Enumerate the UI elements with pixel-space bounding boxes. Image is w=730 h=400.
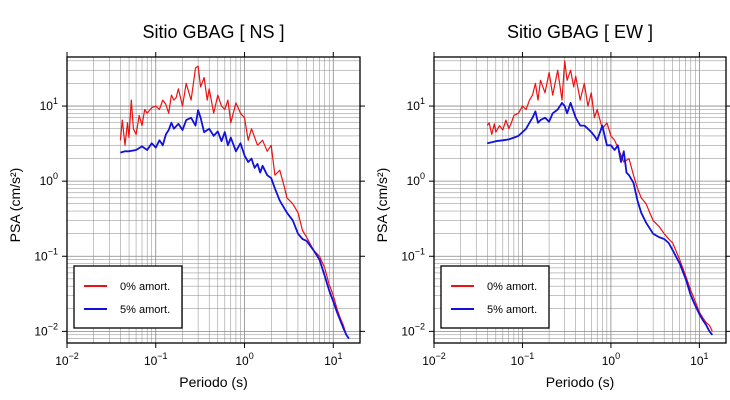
y-tick-base: 10 (40, 99, 54, 113)
x-tick-base: 10 (422, 354, 436, 368)
y-tick-exponent: −2 (48, 321, 58, 331)
x-tick-base: 10 (235, 354, 249, 368)
y-tick-label: 101 (407, 96, 425, 113)
y-tick-base: 10 (34, 324, 48, 338)
x-tick-exponent: −2 (69, 351, 79, 361)
y-tick-label: 10−1 (401, 246, 425, 263)
y-tick-base: 10 (40, 174, 54, 188)
x-tick-base: 10 (55, 354, 69, 368)
x-tick-label: 100 (235, 351, 253, 368)
x-tick-exponent: 1 (337, 351, 342, 361)
x-tick-base: 10 (511, 354, 525, 368)
x-tick-label: 101 (690, 351, 708, 368)
y-tick-base: 10 (34, 249, 48, 263)
legend-label: 0% amort. (487, 281, 537, 293)
y-tick-label: 100 (40, 171, 58, 188)
x-tick-label: 101 (324, 351, 342, 368)
x-tick-exponent: −1 (524, 351, 534, 361)
y-tick-base: 10 (407, 99, 421, 113)
y-tick-label: 10−1 (34, 246, 58, 263)
y-axis-label: PSA (cm/s²) (374, 168, 390, 243)
y-tick-exponent: 0 (53, 171, 58, 181)
x-tick-base: 10 (690, 354, 704, 368)
x-tick-exponent: −1 (157, 351, 167, 361)
legend-label: 0% amort. (120, 281, 170, 293)
y-tick-base: 10 (407, 174, 421, 188)
series-line-damp5 (487, 102, 713, 336)
plot-frame (433, 56, 727, 344)
y-tick-label: 100 (407, 171, 425, 188)
x-tick-exponent: 0 (249, 351, 254, 361)
legend: 0% amort. 5% amort. (73, 265, 183, 329)
y-tick-base: 10 (401, 324, 415, 338)
x-axis-label: Periodo (s) (546, 374, 614, 390)
series-line-damp0 (119, 65, 347, 335)
legend-label: 5% amort. (487, 304, 537, 316)
y-tick-exponent: −2 (415, 321, 425, 331)
y-axis-label: PSA (cm/s²) (7, 168, 23, 243)
x-tick-exponent: −2 (436, 351, 446, 361)
x-tick-label: 10−2 (422, 351, 446, 368)
y-tick-exponent: −1 (48, 246, 58, 256)
x-tick-exponent: 1 (704, 351, 709, 361)
x-tick-base: 10 (324, 354, 338, 368)
y-tick-base: 10 (401, 249, 415, 263)
y-tick-exponent: 0 (420, 171, 425, 181)
chart-title: Sitio GBAG [ EW ] (507, 22, 653, 42)
x-axis-label: Periodo (s) (179, 374, 247, 390)
x-tick-base: 10 (144, 354, 158, 368)
series-line-damp5 (120, 109, 350, 340)
y-tick-label: 101 (40, 96, 58, 113)
y-tick-exponent: 1 (420, 96, 425, 106)
plot-frame (66, 56, 361, 344)
legend: 0% amort. 5% amort. (440, 265, 550, 329)
grid (66, 57, 361, 344)
y-tick-exponent: 1 (53, 96, 58, 106)
x-tick-label: 100 (602, 351, 620, 368)
y-tick-exponent: −1 (415, 246, 425, 256)
x-tick-label: 10−1 (511, 351, 535, 368)
chart-title: Sitio GBAG [ NS ] (142, 22, 284, 42)
x-tick-label: 10−1 (144, 351, 168, 368)
legend-label: 5% amort. (120, 304, 170, 316)
x-tick-base: 10 (602, 354, 616, 368)
y-tick-label: 10−2 (34, 321, 58, 338)
series-line-damp0 (486, 60, 713, 332)
tick-marks (62, 52, 365, 348)
x-tick-exponent: 0 (615, 351, 620, 361)
y-tick-label: 10−2 (401, 321, 425, 338)
legend-box (440, 265, 550, 329)
x-tick-label: 10−2 (55, 351, 79, 368)
legend-box (73, 265, 183, 329)
tick-marks (429, 52, 730, 348)
